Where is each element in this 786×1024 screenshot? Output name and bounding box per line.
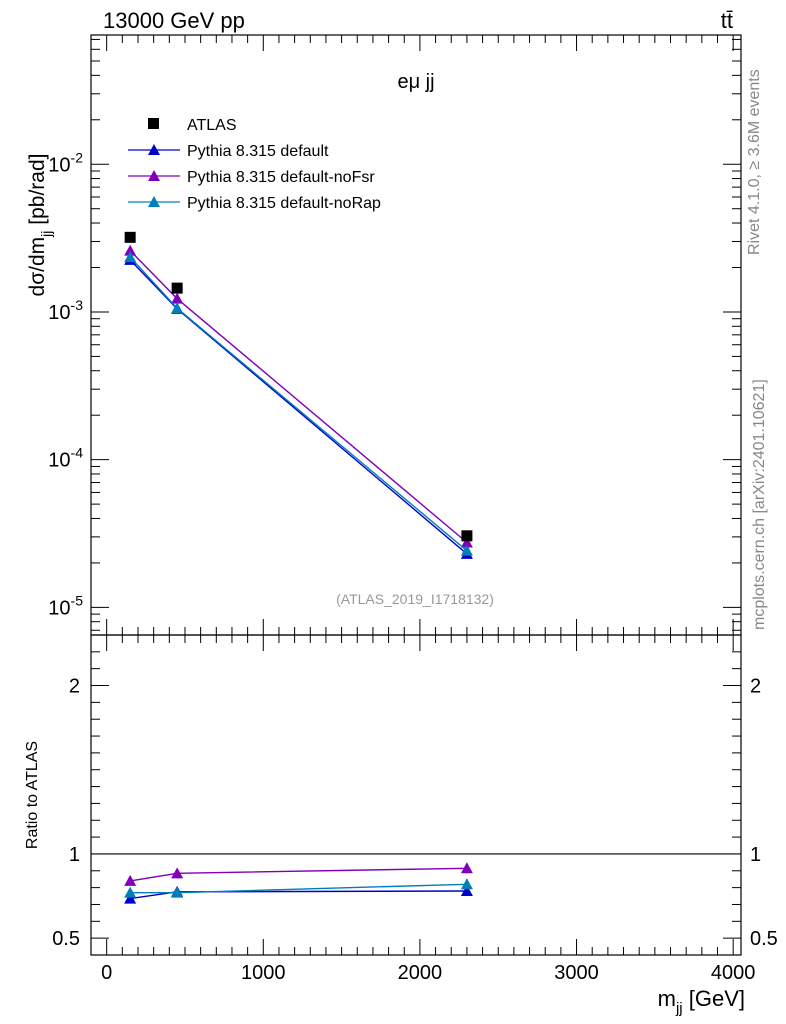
energy-label: 13000 GeV pp	[103, 8, 245, 33]
legend-marker-atlas	[148, 118, 159, 129]
legend-marker-nofsr	[148, 170, 160, 181]
ratio-panel-frame	[90, 634, 742, 956]
x-axis-label: mjj [GeV]	[658, 986, 745, 1017]
ratio-point-0	[124, 892, 137, 904]
y-tick-label: 10-2	[48, 149, 83, 176]
legend: ATLAS Pythia 8.315 default Pythia 8.315 …	[128, 117, 381, 212]
series-point-2	[124, 251, 137, 263]
series-point-1	[460, 536, 473, 548]
watermark: (ATLAS_2019_I1718132)	[336, 591, 494, 607]
ratio-y-axis-label: Ratio to ATLAS	[24, 741, 41, 849]
legend-marker-default	[148, 144, 160, 155]
ratio-y-tick-label: 2	[69, 676, 80, 698]
x-tick-label: 1000	[241, 962, 286, 984]
series-line-0	[129, 259, 468, 555]
x-tick-label: 0	[101, 962, 112, 984]
ratio-y-tick-label-right: 2	[750, 676, 761, 698]
mcplots-label: mcplots.cern.ch [arXiv:2401.10621]	[751, 379, 768, 630]
series-line-1	[129, 250, 468, 544]
series-point-1	[124, 244, 137, 256]
atlas-data-point	[124, 231, 136, 243]
rivet-label: Rivet 4.1.0, ≥ 3.6M events	[746, 69, 763, 255]
ratio-point-1	[460, 862, 473, 874]
x-tick-label: 4000	[711, 962, 756, 984]
main-title: eμ jj	[397, 71, 434, 93]
series-point-1	[171, 292, 184, 304]
x-tick-label: 3000	[554, 962, 599, 984]
ratio-y-tick-label: 0.5	[52, 928, 80, 950]
ratio-point-2	[124, 886, 137, 898]
ratio-point-2	[460, 878, 473, 890]
y-tick-label: 10-4	[48, 445, 83, 472]
ratio-point-0	[460, 885, 473, 896]
legend-label-default: Pythia 8.315 default	[187, 143, 329, 160]
ratio-y-tick-label-right: 1	[750, 844, 761, 866]
atlas-data-point	[461, 530, 473, 542]
ratio-y-tick-label-right: 0.5	[750, 928, 778, 950]
series-point-2	[460, 544, 473, 556]
legend-label-nofsr: Pythia 8.315 default-noFsr	[187, 169, 375, 186]
y-tick-label: 10-3	[48, 297, 83, 324]
ratio-point-1	[124, 874, 137, 886]
y-tick-label: 10-5	[48, 592, 83, 619]
legend-label-norap: Pythia 8.315 default-noRap	[187, 195, 381, 212]
atlas-data-point	[171, 282, 183, 294]
ratio-y-tick-label: 1	[69, 844, 80, 866]
ratio-point-1	[171, 867, 184, 879]
x-tick-label: 2000	[398, 962, 443, 984]
process-label: tt̄	[721, 8, 733, 33]
series-point-2	[171, 302, 184, 314]
legend-marker-norap	[148, 196, 160, 207]
ratio-point-2	[171, 886, 184, 898]
legend-label-atlas: ATLAS	[187, 117, 237, 134]
